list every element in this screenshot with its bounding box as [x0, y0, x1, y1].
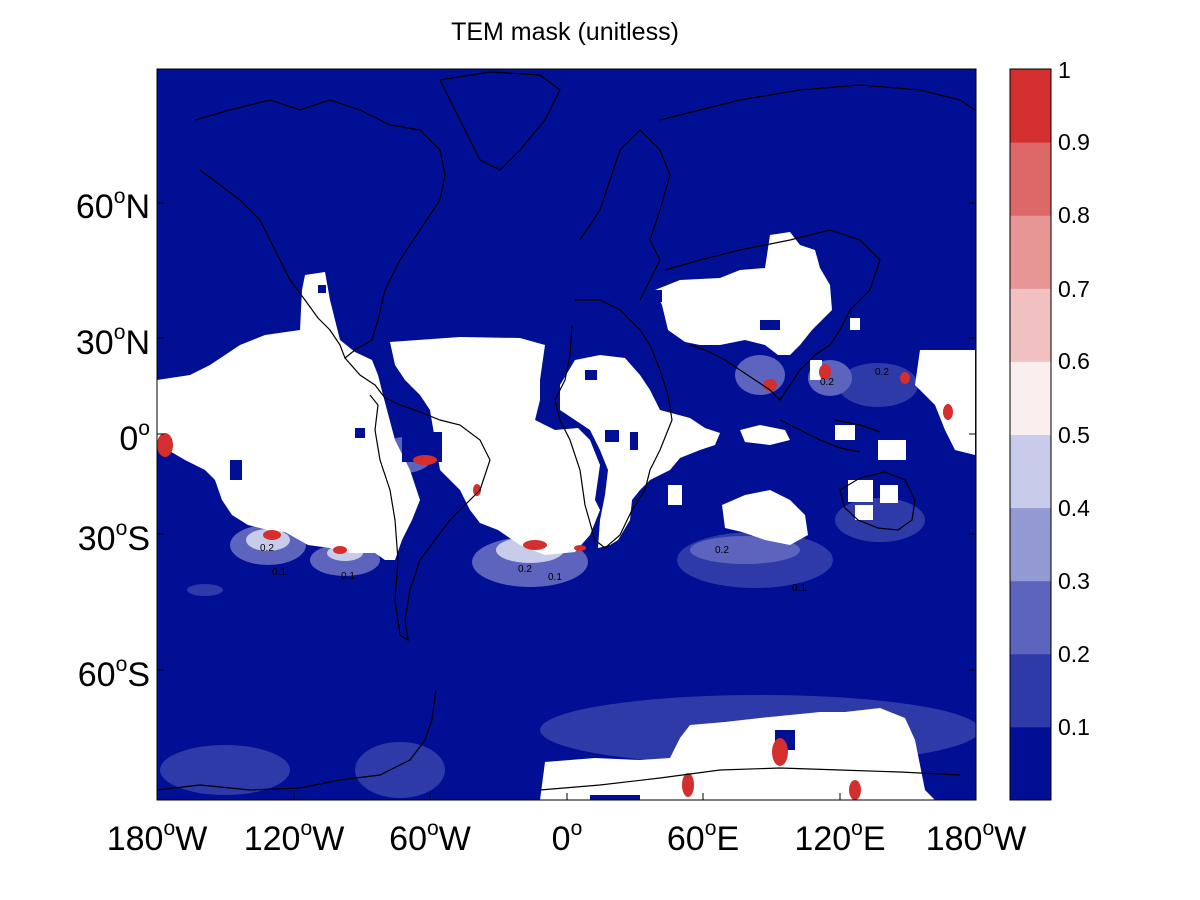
- colorbar-label: 0.9: [1058, 131, 1090, 154]
- colorbar-segment: [1010, 727, 1051, 801]
- map-plot-area: 0.2 0.1 0.1 0.2 0.1 0.2 0.2 0.1 0.2: [157, 69, 980, 800]
- lat-label-30s: 30oS: [40, 518, 150, 556]
- lat-label-60n: 60oN: [40, 186, 150, 224]
- colorbar-label: 0.7: [1058, 278, 1090, 301]
- colorbar-label: 0.8: [1058, 204, 1090, 227]
- lon-label-180w-right: 180oW: [896, 818, 1056, 856]
- colorbar-segment: [1010, 69, 1051, 143]
- contour-label: 0.1: [792, 583, 806, 594]
- colorbar-segment: [1010, 215, 1051, 289]
- colorbar: [1010, 69, 1051, 801]
- colorbar-segment: [1010, 508, 1051, 582]
- lat-label-60s: 60oS: [40, 654, 150, 692]
- colorbar-segment: [1010, 581, 1051, 655]
- colorbar-label: 0.1: [1058, 716, 1090, 739]
- lon-label-60w: 60oW: [350, 818, 510, 856]
- colorbar-segment: [1010, 142, 1051, 216]
- map-title: TEM mask (unitless): [0, 18, 1130, 47]
- contour-label: 0.2: [820, 377, 834, 388]
- contour-label: 0.2: [260, 543, 274, 554]
- colorbar-label: 0.4: [1058, 497, 1090, 520]
- colorbar-segment: [1010, 288, 1051, 362]
- contour-label: 0.2: [518, 564, 532, 575]
- colorbar-label: 0.2: [1058, 643, 1090, 666]
- colorbar-segment: [1010, 435, 1051, 509]
- colorbar-label: 1: [1058, 59, 1071, 82]
- lon-label-180w: 180oW: [77, 818, 237, 856]
- lon-label-60e: 60oE: [623, 818, 783, 856]
- colorbar-segment: [1010, 654, 1051, 728]
- contour-label: 0.1: [341, 571, 355, 582]
- colorbar-label: 0.3: [1058, 570, 1090, 593]
- contour-label: 0.1: [272, 567, 286, 578]
- contour-label: 0.2: [875, 367, 889, 378]
- colorbar-label: 0.6: [1058, 350, 1090, 373]
- colorbar-segment: [1010, 361, 1051, 435]
- lat-label-30n: 30oN: [40, 322, 150, 360]
- contour-label: 0.2: [715, 545, 729, 556]
- contour-label: 0.1: [548, 572, 562, 583]
- colorbar-label: 0.5: [1058, 424, 1090, 447]
- lat-label-0: 0o: [40, 418, 150, 456]
